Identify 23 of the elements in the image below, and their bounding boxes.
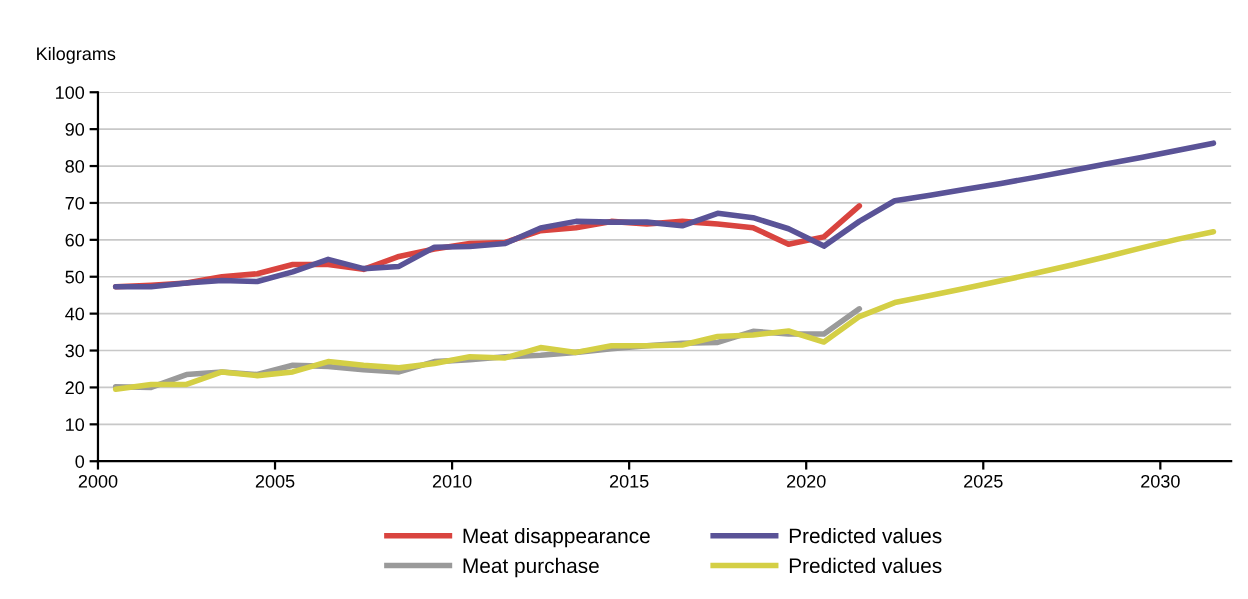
x-tick-label: 2015: [609, 474, 649, 488]
y-tick-label: 80: [65, 159, 85, 173]
y-tick-label: 20: [65, 381, 85, 395]
y-axis-title: Kilograms: [37, 46, 116, 64]
y-tick-label: 10: [66, 418, 85, 432]
y-tick-label: 40: [65, 307, 85, 321]
legend-label: Meat disappearance: [463, 527, 650, 548]
x-tick-label: 2010: [432, 474, 472, 488]
y-tick-label: 50: [65, 270, 85, 284]
x-tick-label: 2005: [255, 474, 295, 488]
x-tick-label: 2030: [1141, 474, 1180, 488]
x-tick-label: 2020: [787, 474, 826, 488]
y-tick-label: 30: [65, 344, 85, 358]
x-tick-label: 2025: [964, 474, 1003, 488]
x-tick-label: 2000: [78, 474, 118, 488]
legend-label: Meat purchase: [463, 557, 599, 578]
y-tick-label: 0: [75, 455, 85, 468]
legend-label: Predicted values: [789, 527, 942, 544]
y-tick-label: 70: [65, 196, 85, 210]
y-tick-label: 100: [56, 86, 85, 99]
y-tick-label: 90: [65, 123, 85, 136]
legend-label: Predicted values: [789, 557, 942, 574]
y-tick-label: 60: [65, 233, 85, 247]
